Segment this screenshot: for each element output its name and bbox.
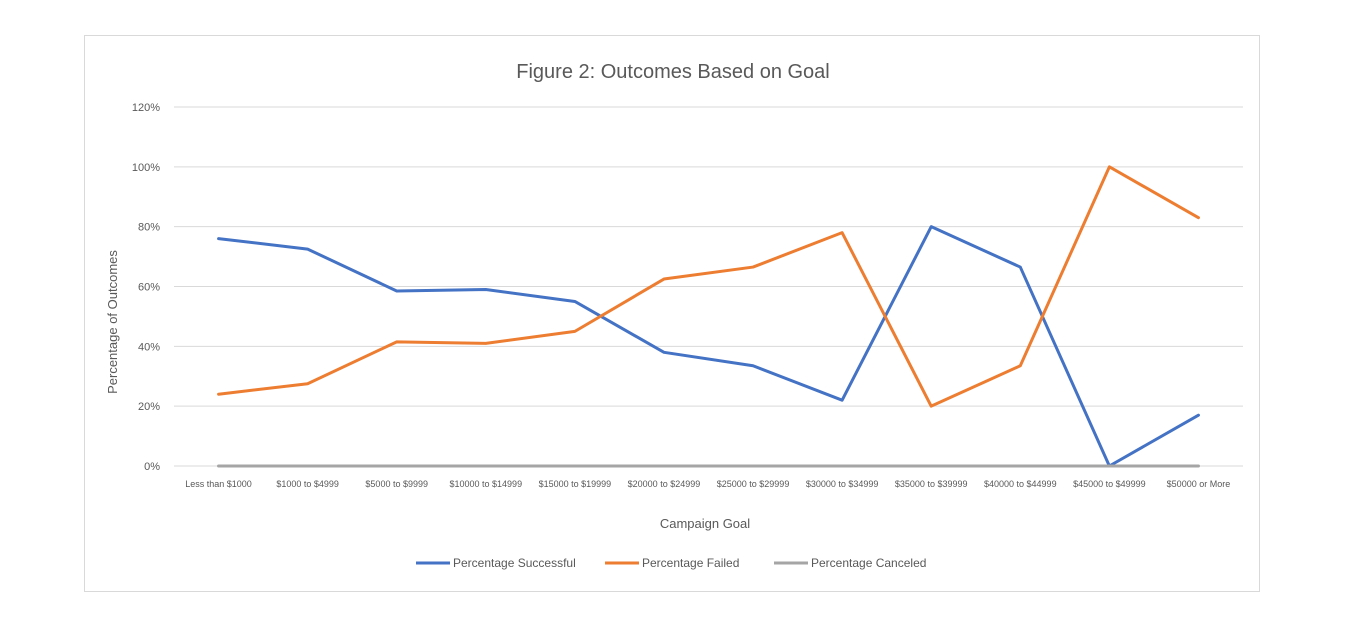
y-tick-label: 100% [132, 162, 160, 174]
x-tick-label: $25000 to $29999 [717, 479, 790, 489]
chart-title: Figure 2: Outcomes Based on Goal [516, 61, 830, 83]
series-line [217, 225, 1200, 468]
line-chart: Figure 2: Outcomes Based on Goal 0% 20% 40… [105, 61, 1243, 570]
y-axis-title: Percentage of Outcomes [105, 250, 120, 394]
y-tick-label: 120% [132, 102, 160, 114]
x-tick-label: $10000 to $14999 [450, 479, 523, 489]
x-axis-ticks: Less than $1000 $1000 to $4999 $5000 to $9… [185, 479, 1230, 489]
x-tick-label: $50000 or More [1167, 479, 1231, 489]
x-tick-label: $35000 to $39999 [895, 479, 968, 489]
y-tick-label: 0% [144, 461, 160, 473]
x-tick-label: $20000 to $24999 [628, 479, 701, 489]
y-tick-label: 20% [138, 401, 160, 413]
x-axis-title: Campaign Goal [660, 516, 750, 531]
y-axis-ticks: 0% 20% 40% 60% 80% 100% 120% [132, 102, 160, 473]
gridlines [174, 106, 1243, 467]
x-tick-label: $15000 to $19999 [539, 479, 612, 489]
legend-label: Percentage Canceled [811, 556, 926, 570]
x-tick-label: $1000 to $4999 [276, 479, 339, 489]
x-tick-label: $40000 to $44999 [984, 479, 1057, 489]
series-lines [217, 165, 1200, 468]
x-tick-label: $30000 to $34999 [806, 479, 879, 489]
x-tick-label: $5000 to $9999 [365, 479, 428, 489]
x-tick-label: $45000 to $49999 [1073, 479, 1146, 489]
y-tick-label: 60% [138, 282, 160, 294]
y-tick-label: 40% [138, 341, 160, 353]
legend-label: Percentage Failed [642, 556, 739, 570]
chart-frame: Figure 2: Outcomes Based on Goal 0% 20% 40… [84, 35, 1260, 592]
legend-label: Percentage Successful [453, 556, 576, 570]
series-line [217, 165, 1200, 408]
x-tick-label: Less than $1000 [185, 479, 252, 489]
y-tick-label: 80% [138, 222, 160, 234]
legend: Percentage Successful Percentage Failed Pe… [416, 556, 926, 570]
